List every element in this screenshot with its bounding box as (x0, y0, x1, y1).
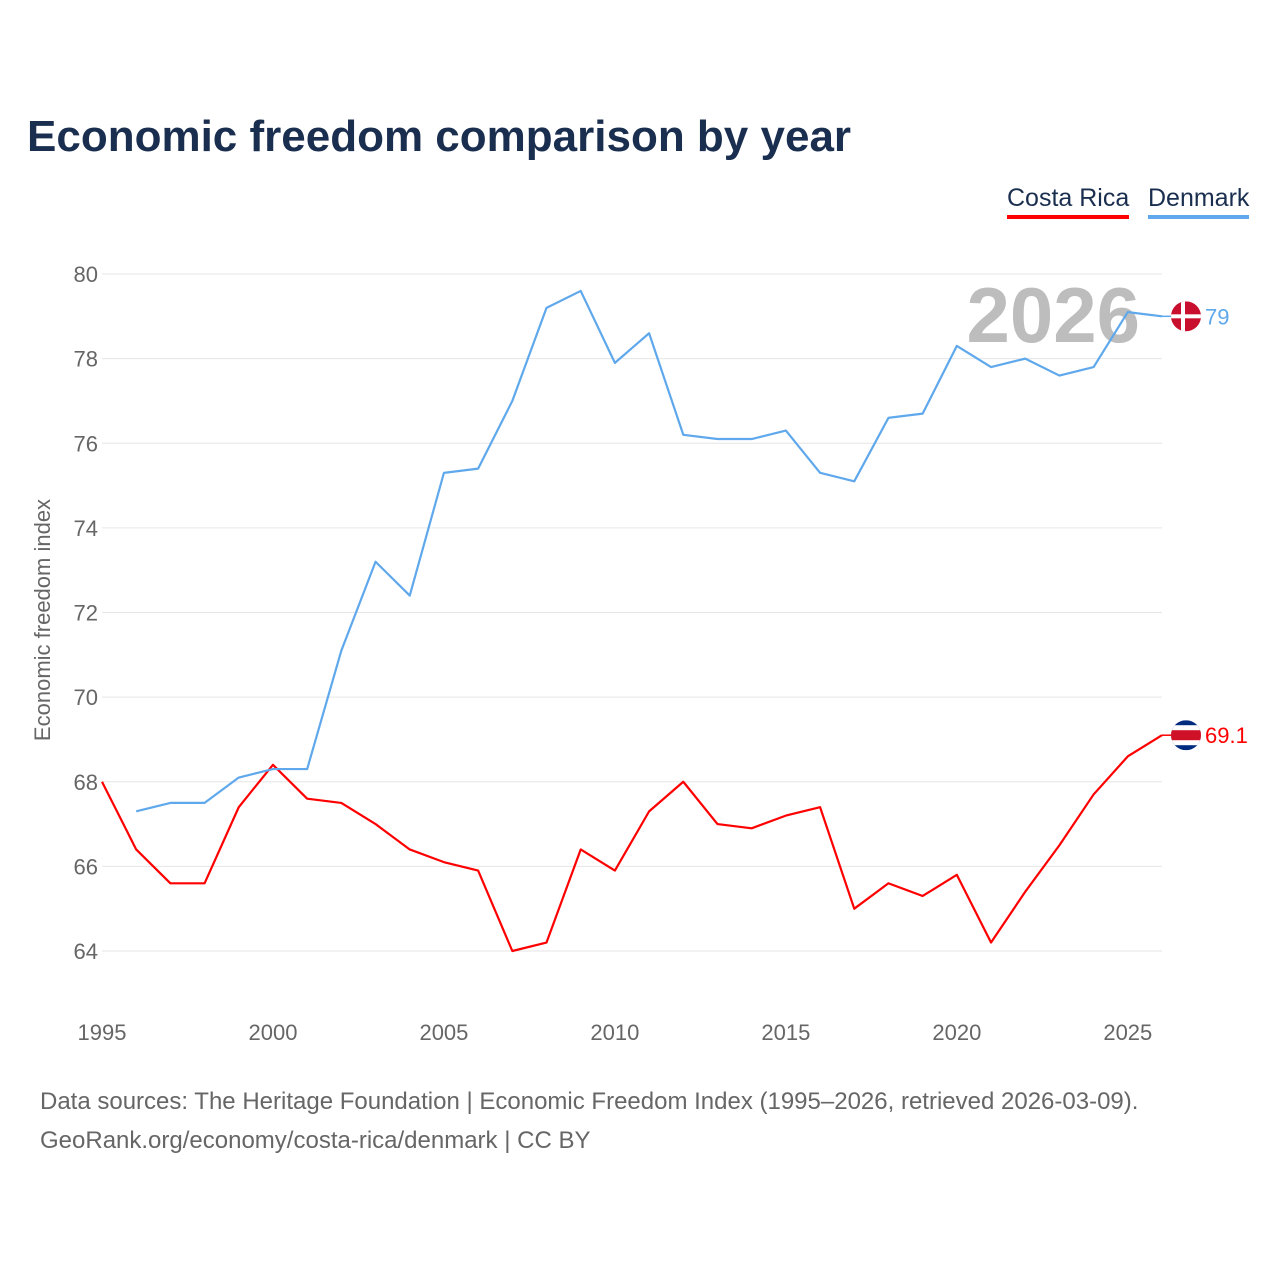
y-tick-label: 68 (74, 770, 98, 795)
y-tick-label: 66 (74, 854, 98, 879)
y-axis-label: Economic freedom index (30, 499, 55, 741)
x-tick-label: 2020 (932, 1020, 981, 1045)
y-tick-label: 76 (74, 431, 98, 456)
y-tick-label: 72 (74, 601, 98, 626)
y-tick-label: 74 (74, 516, 98, 541)
y-tick-label: 80 (74, 262, 98, 287)
x-tick-label: 2025 (1103, 1020, 1152, 1045)
chart-title: Economic freedom comparison by year (27, 112, 852, 161)
y-tick-label: 64 (74, 939, 98, 964)
legend-costa-rica[interactable]: Costa Rica (1007, 184, 1130, 219)
source-url[interactable]: GeoRank.org/economy/costa-rica/denmark |… (40, 1127, 591, 1154)
data-source: Data sources: The Heritage Foundation | … (40, 1088, 1139, 1115)
x-tick-label: 2005 (419, 1020, 468, 1045)
flag-body (1171, 720, 1201, 751)
legend-denmark[interactable]: Denmark (1148, 184, 1250, 219)
gridlines (102, 273, 1162, 952)
x-tick-label: 2015 (761, 1020, 810, 1045)
series-line-costa-rica (101, 734, 1163, 953)
x-tick-label: 2000 (248, 1020, 297, 1045)
flag-red (1171, 730, 1201, 741)
denmark-flag-icon (1171, 301, 1201, 332)
series-lines (101, 289, 1163, 953)
costa-rica-flag-icon (1171, 720, 1201, 751)
series-line-denmark (135, 289, 1163, 813)
y-axis-ticks: 64 66 68 70 72 74 76 78 80 (74, 262, 98, 964)
line-chart: 2026 64 66 68 70 72 74 76 78 80 1995 2000 2005 2010… (30, 262, 1248, 1045)
flag-body (1171, 301, 1201, 332)
x-axis-ticks: 1995 2000 2005 2010 2015 2020 2025 (78, 1020, 1153, 1045)
x-tick-label: 1995 (78, 1020, 127, 1045)
year-watermark: 2026 (966, 271, 1140, 359)
end-value-label: 69.1 (1205, 723, 1248, 748)
y-tick-label: 70 (74, 685, 98, 710)
y-tick-label: 78 (74, 347, 98, 372)
end-markers: 69.1 79 (1162, 301, 1248, 751)
end-value-label: 79 (1205, 304, 1229, 329)
flag-cross-h (1171, 314, 1201, 319)
x-tick-label: 2010 (590, 1020, 639, 1045)
